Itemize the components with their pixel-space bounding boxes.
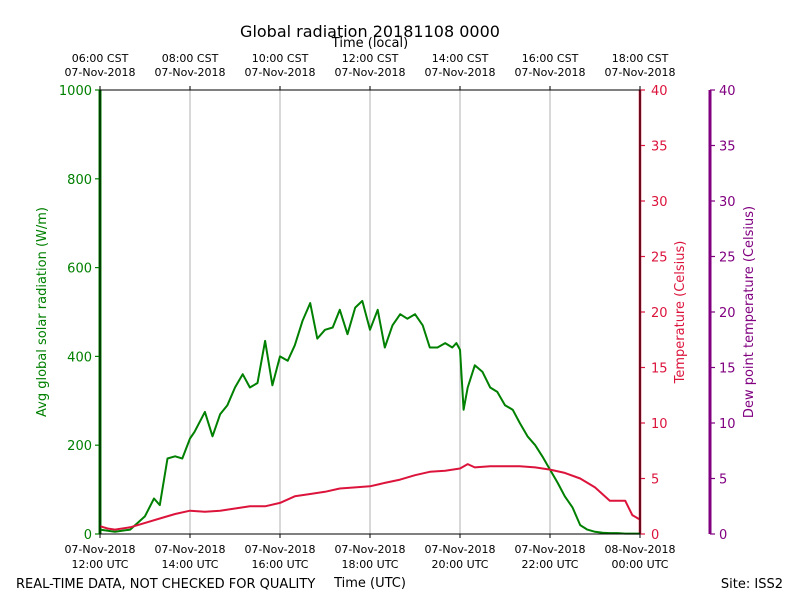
bottom-tick-label-time: 12:00 UTC — [71, 558, 128, 571]
bottom-tick-label-date: 07-Nov-2018 — [64, 543, 135, 556]
dewpoint-tick-label: 35 — [719, 140, 736, 155]
top-tick-label-date: 07-Nov-2018 — [154, 66, 225, 79]
site-label: Site: ISS2 — [721, 577, 783, 592]
dewpoint-tick-label: 30 — [719, 195, 736, 210]
dewpoint-tick-label: 0 — [719, 528, 727, 543]
radiation-tick-label: 200 — [67, 439, 92, 454]
bottom-tick-label-time: 14:00 UTC — [161, 558, 218, 571]
dewpoint-axis: 0 5 10 15 20 25 30 35 40 — [708, 84, 736, 543]
dewpoint-tick-label: 20 — [719, 306, 736, 321]
temperature-tick-label: 10 — [651, 417, 668, 432]
radiation-series-line — [99, 299, 640, 535]
series-group — [99, 299, 641, 535]
bottom-tick-label-date: 07-Nov-2018 — [154, 543, 225, 556]
bottom-tick-label-date: 07-Nov-2018 — [514, 543, 585, 556]
grid-lines — [189, 90, 551, 534]
bottom-tick-label-time: 16:00 UTC — [251, 558, 308, 571]
top-tick-label-date: 07-Nov-2018 — [604, 66, 675, 79]
dewpoint-tick-label: 10 — [719, 417, 736, 432]
plot-frame — [99, 89, 641, 535]
quality-notice: REAL-TIME DATA, NOT CHECKED FOR QUALITY — [16, 577, 315, 592]
radiation-tick-label: 1000 — [59, 84, 92, 99]
top-tick-label-time: 14:00 CST — [432, 52, 489, 65]
temperature-tick-label: 30 — [651, 195, 668, 210]
radiation-axis-label: Avg global solar radiation (W/m) — [35, 207, 50, 417]
dewpoint-tick-label: 15 — [719, 362, 736, 377]
temperature-tick-label: 0 — [651, 528, 659, 543]
temperature-axis-label: Temperature (Celsius) — [673, 241, 688, 385]
temperature-tick-label: 40 — [651, 84, 668, 99]
dewpoint-axis-label: Dew point temperature (Celsius) — [742, 206, 757, 418]
bottom-tick-label-time: 22:00 UTC — [521, 558, 578, 571]
top-tick-label-date: 07-Nov-2018 — [424, 66, 495, 79]
bottom-tick-label-date: 07-Nov-2018 — [334, 543, 405, 556]
top-tick-label-date: 07-Nov-2018 — [244, 66, 315, 79]
top-tick-label-time: 08:00 CST — [162, 52, 219, 65]
bottom-tick-label-time: 18:00 UTC — [341, 558, 398, 571]
top-axis-label: Time (local) — [331, 36, 408, 51]
radiation-axis: 0 200 400 600 800 1000 — [59, 84, 102, 543]
top-tick-label-time: 18:00 CST — [612, 52, 669, 65]
dewpoint-tick-label: 40 — [719, 84, 736, 99]
radiation-tick-label: 400 — [67, 350, 92, 365]
bottom-tick-label-date: 07-Nov-2018 — [424, 543, 495, 556]
bottom-tick-label-time: 00:00 UTC — [611, 558, 668, 571]
temperature-tick-label: 5 — [651, 473, 659, 488]
temperature-axis: 0 5 10 15 20 25 30 35 40 — [638, 84, 668, 543]
top-tick-label-time: 16:00 CST — [522, 52, 579, 65]
top-tick-label-time: 06:00 CST — [72, 52, 129, 65]
dewpoint-tick-label: 5 — [719, 473, 727, 488]
dewpoint-tick-label: 25 — [719, 251, 736, 266]
radiation-tick-label: 0 — [84, 528, 92, 543]
temperature-tick-label: 25 — [651, 251, 668, 266]
bottom-tick-label-date: 07-Nov-2018 — [244, 543, 315, 556]
top-tick-label-time: 10:00 CST — [252, 52, 309, 65]
bottom-tick-label-time: 20:00 UTC — [431, 558, 488, 571]
bottom-tick-label-date: 08-Nov-2018 — [604, 543, 675, 556]
temperature-tick-label: 35 — [651, 140, 668, 155]
bottom-axis: 07-Nov-2018 12:00 UTC 07-Nov-2018 14:00 UTC… — [64, 534, 676, 571]
top-tick-label-date: 07-Nov-2018 — [334, 66, 405, 79]
top-tick-label-date: 07-Nov-2018 — [64, 66, 135, 79]
radiation-tick-label: 600 — [67, 262, 92, 277]
temperature-tick-label: 15 — [651, 362, 668, 377]
chart-title: Global radiation 20181108 0000 — [240, 22, 500, 41]
radiation-tick-label: 800 — [67, 173, 92, 188]
temperature-tick-label: 20 — [651, 306, 668, 321]
top-tick-label-date: 07-Nov-2018 — [514, 66, 585, 79]
top-tick-label-time: 12:00 CST — [342, 52, 399, 65]
temperature-series-line — [99, 463, 641, 531]
x-axis-label: Time (UTC) — [333, 576, 406, 591]
